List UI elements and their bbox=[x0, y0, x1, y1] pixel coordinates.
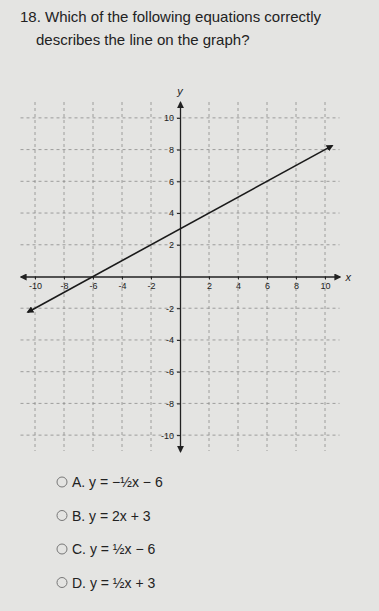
y-tick: -6 bbox=[166, 367, 180, 377]
y-tick: -2 bbox=[166, 304, 180, 314]
y-tick-mark bbox=[177, 308, 180, 309]
x-tick: 2 bbox=[207, 277, 212, 291]
x-tick-label: -2 bbox=[147, 281, 155, 291]
question-text: describes the line on the graph? bbox=[36, 31, 249, 48]
x-tick-mark bbox=[64, 277, 65, 280]
x-tick-mark bbox=[238, 277, 239, 280]
x-tick: -4 bbox=[118, 277, 126, 291]
x-tick: -10 bbox=[29, 277, 42, 291]
y-tick-mark bbox=[177, 150, 180, 151]
choice-text[interactable]: D. y = ½x + 3 bbox=[72, 575, 155, 591]
y-tick-label: 6 bbox=[169, 177, 174, 187]
y-tick-label: -2 bbox=[166, 304, 174, 314]
page: 18. Which of the following equations cor… bbox=[0, 0, 379, 611]
x-tick-label: -10 bbox=[29, 281, 42, 291]
radio-button[interactable] bbox=[57, 511, 67, 521]
question-text: 18. Which of the following equations cor… bbox=[20, 8, 321, 25]
y-axis-label: y bbox=[176, 85, 184, 97]
y-tick-mark bbox=[177, 340, 180, 341]
y-tick-label: -6 bbox=[166, 367, 174, 377]
y-tick-mark bbox=[177, 245, 180, 246]
x-tick-label: 6 bbox=[265, 281, 270, 291]
y-tick: 2 bbox=[169, 240, 180, 250]
x-tick-label: 4 bbox=[236, 281, 241, 291]
y-axis-line bbox=[180, 103, 181, 452]
y-tick: -4 bbox=[166, 335, 180, 345]
data-line bbox=[28, 146, 333, 313]
y-tick: 4 bbox=[169, 208, 180, 218]
x-axis-label: x bbox=[345, 271, 352, 283]
x-tick-mark bbox=[35, 277, 36, 280]
x-tick: 10 bbox=[320, 277, 330, 291]
radio-button[interactable] bbox=[57, 477, 67, 487]
y-tick: 10 bbox=[164, 113, 180, 123]
x-tick-label: 2 bbox=[207, 281, 212, 291]
y-tick-mark bbox=[177, 213, 180, 214]
y-tick-label: -4 bbox=[166, 335, 174, 345]
y-tick: -8 bbox=[166, 399, 180, 409]
y-axis: -10 -8 -6 -4 -2 2 4 6 8 10 bbox=[161, 103, 181, 452]
grid bbox=[21, 102, 340, 451]
y-tick: 6 bbox=[169, 177, 180, 187]
plot-area bbox=[28, 146, 333, 313]
x-tick-mark bbox=[267, 277, 268, 280]
x-tick: 6 bbox=[265, 277, 270, 291]
x-tick-mark bbox=[151, 277, 152, 280]
y-tick-mark bbox=[177, 403, 180, 404]
x-tick-label: -6 bbox=[89, 281, 97, 291]
y-tick-label: -10 bbox=[161, 431, 174, 441]
y-tick-mark bbox=[177, 181, 180, 182]
y-tick-label: 8 bbox=[169, 145, 174, 155]
x-tick: -2 bbox=[147, 277, 155, 291]
y-tick-label: 2 bbox=[169, 240, 174, 250]
x-tick-mark bbox=[296, 277, 297, 280]
choice-text[interactable]: C. y = ½x − 6 bbox=[72, 541, 155, 557]
x-tick-mark bbox=[122, 277, 123, 280]
x-tick-mark bbox=[209, 277, 210, 280]
x-tick: 8 bbox=[294, 277, 299, 291]
x-tick-mark bbox=[325, 277, 326, 280]
x-tick-label: 10 bbox=[320, 281, 330, 291]
radio-button[interactable] bbox=[57, 544, 67, 554]
y-tick-mark bbox=[177, 118, 180, 119]
x-tick-label: -8 bbox=[60, 281, 68, 291]
y-tick-label: -8 bbox=[166, 399, 174, 409]
x-tick: -8 bbox=[60, 277, 68, 291]
y-tick: 8 bbox=[169, 145, 180, 155]
x-tick-label: -4 bbox=[118, 281, 126, 291]
choice-text[interactable]: B. y = 2x + 3 bbox=[72, 508, 151, 524]
y-tick-mark bbox=[177, 372, 180, 373]
y-tick-mark bbox=[177, 435, 180, 436]
y-tick-label: 4 bbox=[169, 208, 174, 218]
x-tick: 4 bbox=[236, 277, 241, 291]
radio-button[interactable] bbox=[57, 578, 67, 588]
y-tick: -10 bbox=[161, 431, 180, 441]
y-tick-label: 10 bbox=[164, 113, 174, 123]
choice-text[interactable]: A. y = −½x − 6 bbox=[72, 474, 163, 490]
x-tick-label: 8 bbox=[294, 281, 299, 291]
